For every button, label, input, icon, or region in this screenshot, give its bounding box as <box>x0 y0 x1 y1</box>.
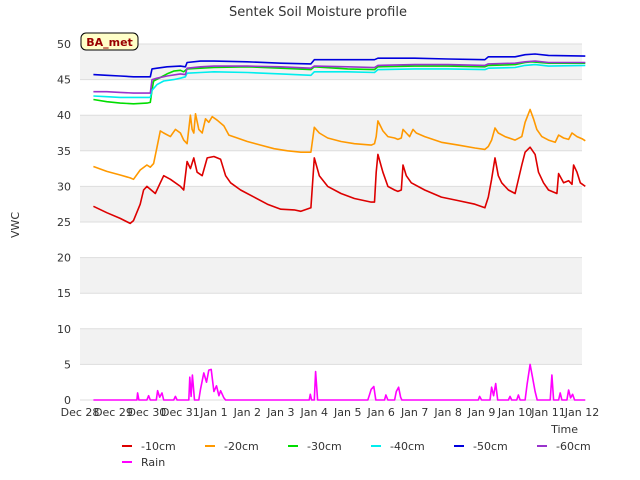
y-axis: 0 5 10 15 20 25 30 35 40 45 50 <box>57 38 71 407</box>
series-line-rain <box>93 363 586 401</box>
legend-item: -30cm <box>288 440 342 453</box>
grid-band <box>80 328 582 365</box>
grid-band <box>80 186 582 222</box>
y-tick-label: 10 <box>57 323 71 336</box>
grid-band <box>80 44 582 80</box>
y-tick-label: 25 <box>57 216 71 229</box>
grid-band <box>80 222 582 258</box>
x-tick-label: Jan 5 <box>333 406 361 419</box>
legend-item: -60cm <box>537 440 591 453</box>
series-line-30cm <box>93 61 586 105</box>
legend-item: -20cm <box>205 440 259 453</box>
legend-item: -10cm <box>122 440 176 453</box>
y-tick-label: 50 <box>57 38 71 51</box>
x-tick-label: Jan 6 <box>366 406 394 419</box>
series-layer <box>93 53 586 401</box>
legend-label: -40cm <box>390 440 425 453</box>
legend-label: -10cm <box>141 440 176 453</box>
legend-label: -50cm <box>473 440 508 453</box>
y-tick-label: 15 <box>57 287 71 300</box>
legend-item: -40cm <box>371 440 425 453</box>
x-tick-label: Jan 8 <box>433 406 461 419</box>
y-tick-label: 40 <box>57 109 71 122</box>
x-tick-label: Jan 9 <box>467 406 495 419</box>
x-tick-label: Jan 7 <box>400 406 428 419</box>
x-tick-label: Jan 3 <box>266 406 294 419</box>
series-line-40cm <box>93 63 586 99</box>
x-tick-label: Dec 29 <box>94 406 133 419</box>
grid-band <box>80 150 582 187</box>
x-tick-label: Dec 31 <box>161 406 200 419</box>
site-label: BA_met <box>86 36 133 49</box>
y-tick-label: 20 <box>57 252 71 265</box>
legend-item: -50cm <box>454 440 508 453</box>
legend-label: Rain <box>141 456 165 469</box>
grid-band <box>80 79 582 116</box>
x-tick-label: Jan 4 <box>300 406 328 419</box>
y-tick-label: 5 <box>64 358 71 371</box>
grid-band <box>80 364 582 400</box>
x-tick-label: Jan 11 <box>530 406 565 419</box>
legend-label: -60cm <box>556 440 591 453</box>
series-line-20cm <box>93 108 586 181</box>
x-tick-label: Jan 2 <box>233 406 261 419</box>
x-tick-label: Dec 30 <box>128 406 167 419</box>
grid-band <box>80 115 582 151</box>
y-tick-label: 45 <box>57 74 71 87</box>
grid-band <box>80 293 582 329</box>
x-tick-label: Jan 10 <box>497 406 532 419</box>
chart-title: Sentek Soil Moisture profile <box>229 5 407 20</box>
series-line-10cm <box>93 146 586 225</box>
legend-label: -30cm <box>307 440 342 453</box>
grid-band <box>80 257 582 294</box>
x-tick-label: Jan 1 <box>199 406 227 419</box>
y-tick-label: 0 <box>64 394 71 407</box>
grid-bands <box>80 44 582 400</box>
series-line-50cm <box>93 53 586 78</box>
legend-item: Rain <box>122 456 165 469</box>
legend: -10cm -20cm -30cm -40cm -50cm -60cm Rain <box>122 440 591 469</box>
y-tick-label: 35 <box>57 145 71 158</box>
x-axis-label: Time <box>550 423 578 436</box>
series-line-60cm <box>93 60 586 94</box>
y-axis-label: VWC <box>9 212 22 238</box>
x-tick-label: Jan 12 <box>564 406 599 419</box>
x-tick-label: Dec 28 <box>61 406 100 419</box>
y-tick-label: 30 <box>57 180 71 193</box>
site-label-box: BA_met <box>80 32 139 51</box>
legend-label: -20cm <box>224 440 259 453</box>
